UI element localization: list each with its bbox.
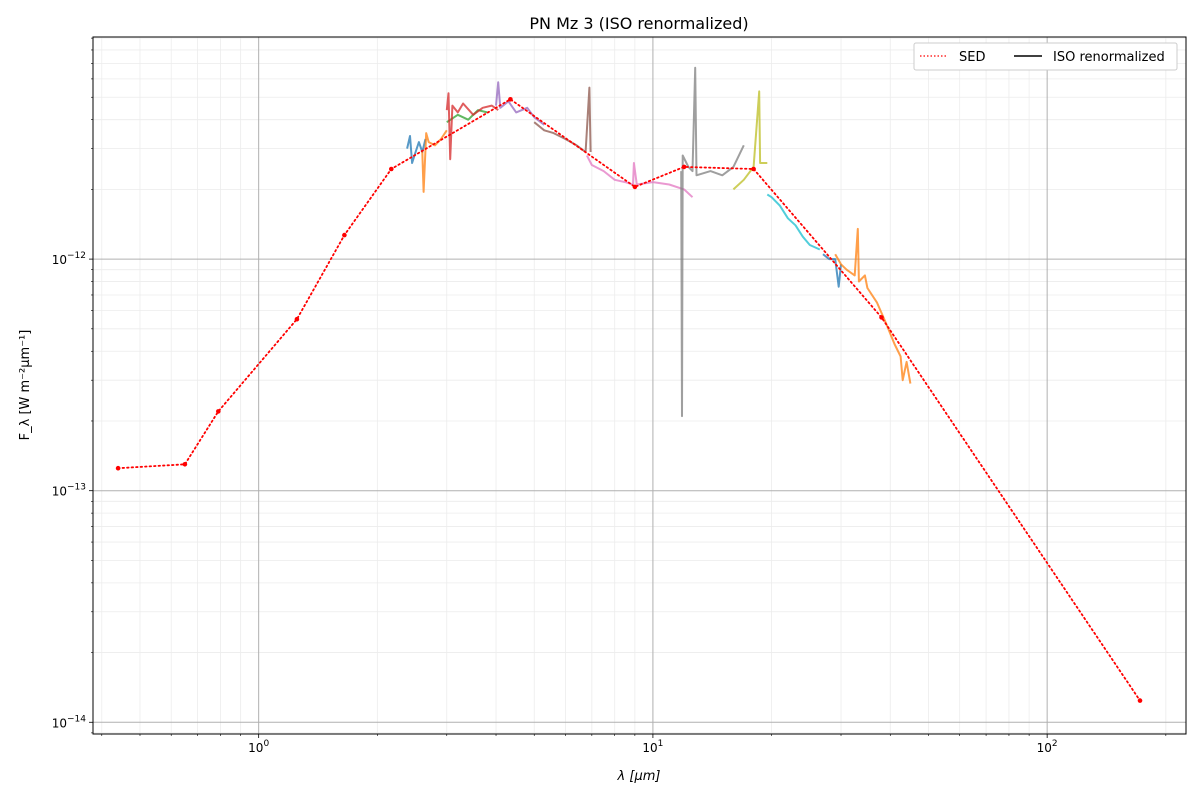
- iso-spectrum-segment: [822, 253, 842, 288]
- plot-background: [93, 37, 1186, 734]
- x-tick-label: 101: [642, 739, 663, 755]
- x-tick-label-base: 10: [248, 741, 263, 755]
- sed-point: [294, 316, 300, 322]
- chart-title: PN Mz 3 (ISO renormalized): [529, 14, 748, 33]
- sed-point: [681, 164, 687, 170]
- legend-frame: [913, 42, 1178, 71]
- sed-point: [632, 184, 638, 190]
- y-tick-label-base: 10: [52, 253, 67, 267]
- iso-spectrum-segment: [732, 90, 768, 191]
- major-grid: [93, 37, 1186, 734]
- y-tick-label: 10−13: [52, 483, 86, 499]
- iso-spectrum-segment: [766, 193, 821, 251]
- legend: SED ISO renormalized: [913, 42, 1178, 71]
- iso-spectrum-segment: [680, 66, 745, 418]
- y-axis-label: F_λ [W m⁻²μm⁻¹]: [18, 330, 33, 441]
- sed-point: [751, 166, 756, 172]
- y-tick-label-exponent: −12: [67, 251, 86, 261]
- x-axis-label: λ [μm]: [617, 769, 661, 784]
- y-tick-label-exponent: −13: [67, 483, 86, 493]
- plot-frame: [92, 36, 1187, 735]
- iso-spectrum-segment: [445, 92, 499, 161]
- sed-line: [117, 98, 1141, 702]
- y-tick-label-base: 10: [52, 716, 67, 730]
- y-tick-label: 10−14: [52, 714, 87, 730]
- sed-point: [389, 166, 394, 172]
- iso-spectrum-segment: [446, 109, 488, 124]
- x-tick-label-exponent: 2: [1052, 739, 1058, 749]
- iso-spectrum-segment: [834, 227, 912, 384]
- x-tick-label-base: 10: [1037, 741, 1052, 755]
- x-tick-label-exponent: 0: [263, 739, 269, 749]
- sed-point: [216, 409, 221, 414]
- x-tick-label-exponent: 1: [658, 739, 664, 749]
- sed-point: [182, 462, 188, 467]
- sed-point: [508, 97, 513, 102]
- y-tick-label-exponent: −14: [67, 714, 86, 724]
- series-layer: [115, 66, 1143, 703]
- legend-label-iso: ISO renormalized: [1053, 50, 1165, 65]
- x-tick-label: 102: [1037, 739, 1058, 755]
- sed-point: [879, 315, 884, 320]
- x-tick-label: 100: [248, 739, 269, 755]
- sed-point: [1137, 698, 1143, 703]
- sed-point: [342, 232, 347, 238]
- x-tick-label-base: 10: [642, 741, 657, 755]
- axis-ticks: [89, 37, 1167, 738]
- legend-label-sed: SED: [959, 50, 985, 65]
- iso-spectrum-segment: [586, 155, 694, 198]
- y-tick-label-base: 10: [52, 485, 67, 499]
- y-tick-label: 10−12: [52, 251, 86, 267]
- sed-point: [115, 465, 121, 471]
